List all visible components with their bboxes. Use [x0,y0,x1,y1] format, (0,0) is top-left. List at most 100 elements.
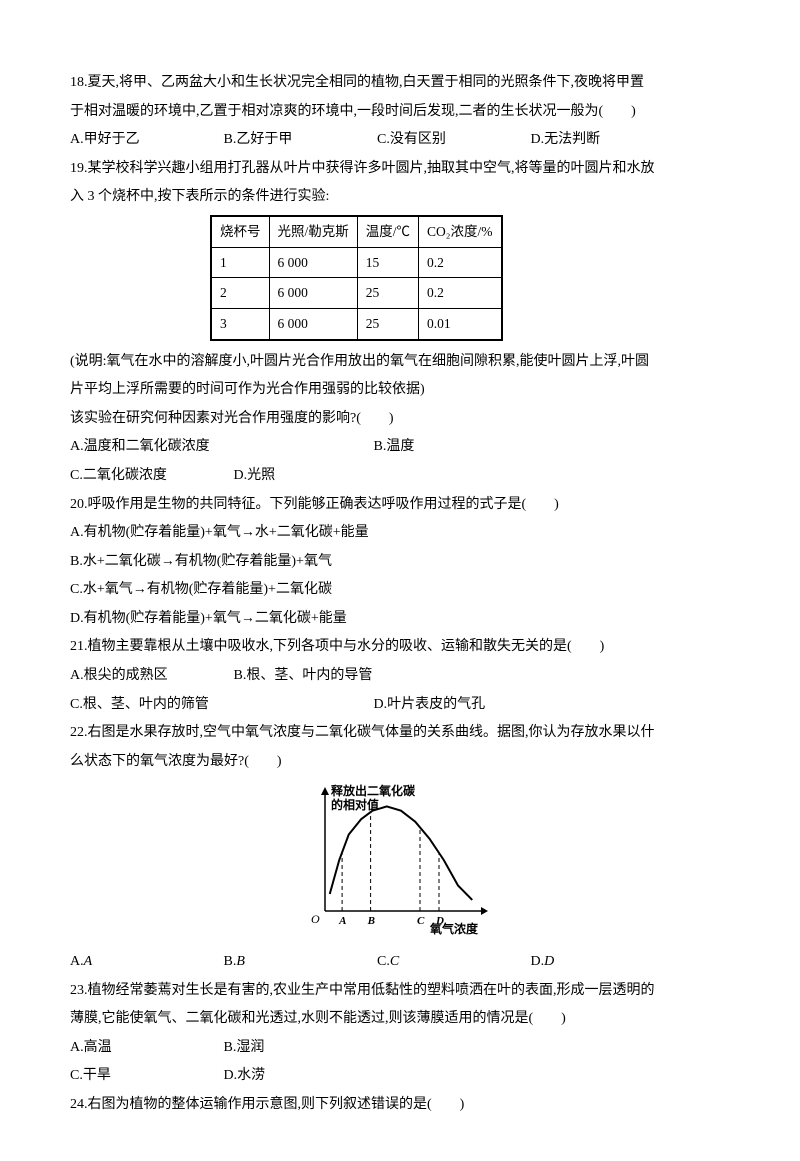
q23-stem-line2: 薄膜,它能使氧气、二氧化碳和光透过,水则不能透过,则该薄膜适用的情况是( ) [70,1011,566,1026]
cell: 0.01 [419,308,502,339]
q21-choices-row2: C.根、茎、叶内的筛管 D.叶片表皮的气孔 [70,692,730,719]
q19-note-line1: (说明:氧气在水中的溶解度小,叶圆片光合作用放出的氧气在细胞间隙积累,能使叶圆片… [70,354,649,369]
q21-stem: 植物主要靠根从土壤中吸收水,下列各项中与水分的吸收、运输和散失无关的是( ) [88,639,605,654]
q21-number: 21. [70,639,88,654]
q18-choice-c[interactable]: C.没有区别 [377,127,527,154]
q22-stem-line1: 右图是水果存放时,空气中氧气浓度与二氧化碳气体量的关系曲线。据图,你认为存放水果… [88,725,655,740]
q19-choice-a[interactable]: A.温度和二氧化碳浓度 [70,434,370,461]
q24-stem: 右图为植物的整体运输作用示意图,则下列叙述错误的是( ) [88,1097,465,1112]
q22-choices: A.A B.B C.C D.D [70,949,730,976]
q20-number: 20. [70,497,88,512]
cell: 6 000 [269,308,357,339]
table-row: 2 6 000 25 0.2 [211,278,502,309]
q20-stem: 呼吸作用是生物的共同特征。下列能够正确表达呼吸作用过程的式子是( ) [88,497,559,512]
q22-stem-line2-wrap: 么状态下的氧气浓度为最好?( ) [70,749,730,776]
q23-choices-row1: A.高温 B.湿润 [70,1035,730,1062]
q18-choice-d[interactable]: D.无法判断 [531,127,681,154]
q22-choice-a[interactable]: A.A [70,949,220,976]
svg-text:C: C [417,915,425,927]
question-21: 21.植物主要靠根从土壤中吸收水,下列各项中与水分的吸收、运输和散失无关的是( … [70,634,730,661]
q22-a-label: A. [70,949,84,976]
q24-number: 24. [70,1097,88,1112]
q22-choice-c[interactable]: C.C [377,949,527,976]
curve-chart-svg: 释放出二氧化碳的相对值ABCDO氧气浓度 [285,781,490,936]
q23-choice-b[interactable]: B.湿润 [224,1035,265,1062]
q18-choices: A.甲好于乙 B.乙好于甲 C.没有区别 D.无法判断 [70,127,730,154]
svg-text:B: B [367,915,375,927]
q20-choice-d[interactable]: D.有机物(贮存着能量)+氧气→二氧化碳+能量 [70,606,730,633]
exam-page: 18.夏天,将甲、乙两盆大小和生长状况完全相同的植物,白天置于相同的光照条件下,… [0,0,800,1161]
q18-choice-a[interactable]: A.甲好于乙 [70,127,220,154]
cell: 6 000 [269,278,357,309]
th-light: 光照/勒克斯 [269,216,357,247]
q18-stem-line1: 夏天,将甲、乙两盆大小和生长状况完全相同的植物,白天置于相同的光照条件下,夜晚将… [88,75,645,90]
cell: 3 [211,308,269,339]
cell: 1 [211,247,269,278]
q23-number: 23. [70,983,88,998]
q19-number: 19. [70,161,88,176]
q22-a-italic: A [84,949,93,976]
q19-choice-c[interactable]: C.二氧化碳浓度 [70,463,230,490]
q22-stem-line2: 么状态下的氧气浓度为最好?( ) [70,754,282,769]
svg-text:释放出二氧化碳: 释放出二氧化碳 [331,783,416,798]
q19-choices-row1: A.温度和二氧化碳浓度 B.温度 [70,434,730,461]
question-18: 18.夏天,将甲、乙两盆大小和生长状况完全相同的植物,白天置于相同的光照条件下,… [70,70,730,97]
q22-d-italic: D [544,949,554,976]
question-23: 23.植物经常萎蔫对生长是有害的,农业生产中常用低黏性的塑料喷洒在叶的表面,形成… [70,978,730,1005]
q23-choice-a[interactable]: A.高温 [70,1035,220,1062]
q20-choice-c[interactable]: C.水+氧气→有机物(贮存着能量)+二氧化碳 [70,577,730,604]
q21-choice-d[interactable]: D.叶片表皮的气孔 [374,692,486,719]
q23-choice-d[interactable]: D.水涝 [224,1063,266,1090]
question-22: 22.右图是水果存放时,空气中氧气浓度与二氧化碳气体量的关系曲线。据图,你认为存… [70,720,730,747]
q21-choice-a[interactable]: A.根尖的成熟区 [70,663,230,690]
q19-note-line2-wrap: 片平均上浮所需要的时间可作为光合作用强弱的比较依据) [70,377,730,404]
q19-ask: 该实验在研究何种因素对光合作用强度的影响?( ) [70,411,394,426]
q22-c-italic: C [390,949,399,976]
q22-choice-d[interactable]: D.D [531,949,681,976]
svg-text:的相对值: 的相对值 [331,797,379,812]
q20-choice-a[interactable]: A.有机物(贮存着能量)+氧气→水+二氧化碳+能量 [70,520,730,547]
svg-text:A: A [338,915,346,927]
question-24: 24.右图为植物的整体运输作用示意图,则下列叙述错误的是( ) [70,1092,730,1119]
q19-choice-d[interactable]: D.光照 [234,463,276,490]
q20-choice-b[interactable]: B.水+二氧化碳→有机物(贮存着能量)+氧气 [70,549,730,576]
q19-note-line1-wrap: (说明:氧气在水中的溶解度小,叶圆片光合作用放出的氧气在细胞间隙积累,能使叶圆片… [70,349,730,376]
q23-choices-row2: C.干旱 D.水涝 [70,1063,730,1090]
cell: 2 [211,278,269,309]
q21-choice-c[interactable]: C.根、茎、叶内的筛管 [70,692,370,719]
question-20: 20.呼吸作用是生物的共同特征。下列能够正确表达呼吸作用过程的式子是( ) [70,492,730,519]
q19-note-line2: 片平均上浮所需要的时间可作为光合作用强弱的比较依据) [70,382,425,397]
q23-stem-line2-wrap: 薄膜,它能使氧气、二氧化碳和光透过,水则不能透过,则该薄膜适用的情况是( ) [70,1006,730,1033]
q22-b-italic: B [236,949,245,976]
q21-choices-row1: A.根尖的成熟区 B.根、茎、叶内的导管 [70,663,730,690]
q19-choice-b[interactable]: B.温度 [374,434,415,461]
q19-table: 烧杯号 光照/勒克斯 温度/℃ CO₂浓度/% 1 6 000 15 0.2 2… [210,215,503,341]
q22-c-label: C. [377,949,390,976]
svg-text:氧气浓度: 氧气浓度 [429,921,479,936]
cell: 25 [357,278,418,309]
q22-b-label: B. [224,949,237,976]
table-header-row: 烧杯号 光照/勒克斯 温度/℃ CO₂浓度/% [211,216,502,247]
q22-choice-b[interactable]: B.B [224,949,374,976]
q19-stem-line1: 某学校科学兴趣小组用打孔器从叶片中获得许多叶圆片,抽取其中空气,将等量的叶圆片和… [88,161,655,176]
q22-d-label: D. [531,949,545,976]
question-19: 19.某学校科学兴趣小组用打孔器从叶片中获得许多叶圆片,抽取其中空气,将等量的叶… [70,156,730,183]
table-row: 3 6 000 25 0.01 [211,308,502,339]
svg-text:O: O [311,912,320,926]
cell: 0.2 [419,247,502,278]
cell: 25 [357,308,418,339]
q19-stem-line2: 入 3 个烧杯中,按下表所示的条件进行实验: [70,189,329,204]
table-row: 1 6 000 15 0.2 [211,247,502,278]
q23-choice-c[interactable]: C.干旱 [70,1063,220,1090]
cell: 6 000 [269,247,357,278]
q18-stem-line2: 于相对温暖的环境中,乙置于相对凉爽的环境中,一段时间后发现,二者的生长状况一般为… [70,104,636,119]
q19-choices-row2: C.二氧化碳浓度 D.光照 [70,463,730,490]
q23-stem-line1: 植物经常萎蔫对生长是有害的,农业生产中常用低黏性的塑料喷洒在叶的表面,形成一层透… [88,983,655,998]
cell: 0.2 [419,278,502,309]
th-beaker: 烧杯号 [211,216,269,247]
q18-stem-line2-wrap: 于相对温暖的环境中,乙置于相对凉爽的环境中,一段时间后发现,二者的生长状况一般为… [70,99,730,126]
q22-number: 22. [70,725,88,740]
q18-choice-b[interactable]: B.乙好于甲 [224,127,374,154]
cell: 15 [357,247,418,278]
q21-choice-b[interactable]: B.根、茎、叶内的导管 [234,663,373,690]
